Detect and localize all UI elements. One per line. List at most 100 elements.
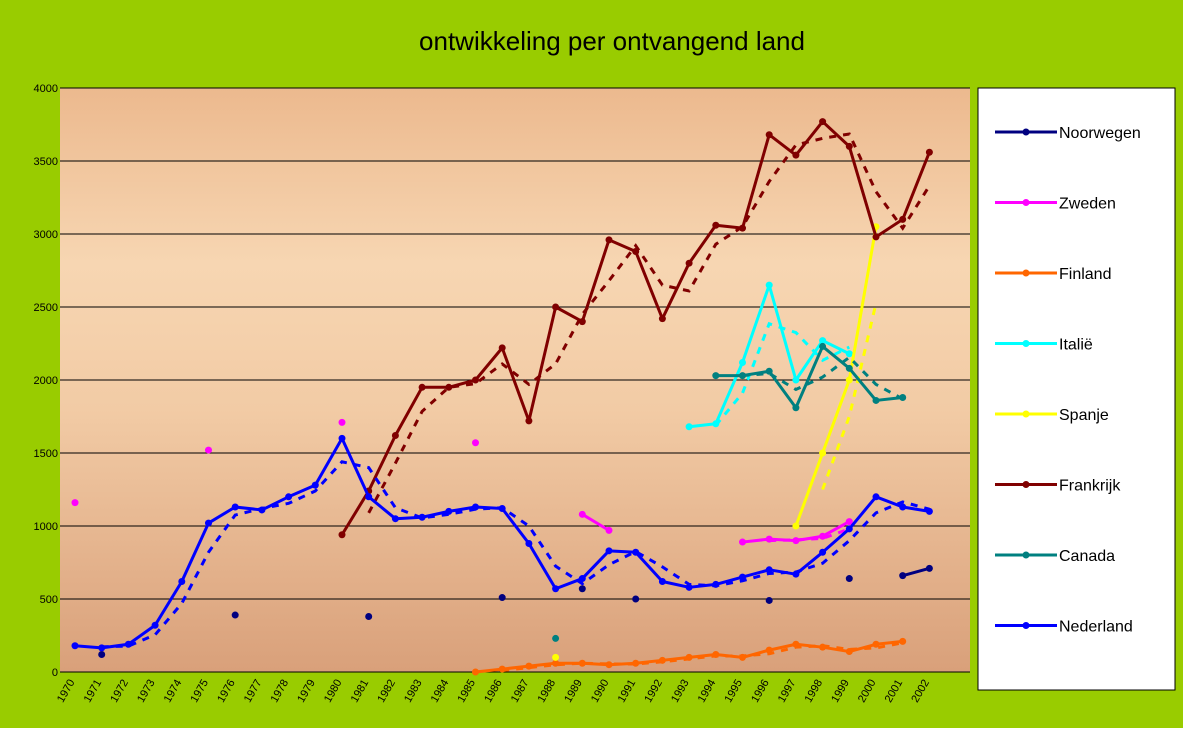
point-marker bbox=[98, 650, 106, 658]
legend-marker bbox=[1022, 481, 1030, 488]
trend-line bbox=[821, 303, 878, 491]
point-marker bbox=[552, 303, 560, 311]
point-marker bbox=[472, 503, 479, 511]
point-marker bbox=[792, 404, 800, 412]
point-marker bbox=[819, 548, 827, 556]
point-marker bbox=[205, 519, 212, 527]
point-marker bbox=[578, 510, 586, 518]
point-marker bbox=[819, 532, 827, 540]
point-marker bbox=[712, 420, 720, 428]
point-marker bbox=[685, 653, 693, 661]
point-marker bbox=[498, 344, 506, 352]
point-marker bbox=[899, 572, 907, 580]
point-marker bbox=[98, 644, 106, 652]
legend bbox=[977, 87, 1176, 691]
legend-marker bbox=[1022, 622, 1030, 629]
point-marker bbox=[792, 151, 800, 159]
point-marker bbox=[872, 396, 880, 404]
point-marker bbox=[258, 506, 266, 514]
legend-marker bbox=[1022, 340, 1030, 347]
y-tick-label: 1000 bbox=[34, 521, 58, 533]
point-marker bbox=[845, 376, 853, 384]
series-line bbox=[715, 344, 903, 410]
point-marker bbox=[552, 585, 560, 593]
point-marker bbox=[338, 418, 346, 426]
point-marker bbox=[845, 648, 853, 656]
y-tick-label: 0 bbox=[52, 667, 58, 679]
point-marker bbox=[765, 131, 773, 139]
y-tick-label: 1500 bbox=[34, 448, 58, 460]
point-marker bbox=[765, 281, 773, 289]
legend-marker bbox=[1022, 199, 1030, 206]
point-marker bbox=[845, 575, 853, 583]
point-marker bbox=[632, 595, 640, 603]
point-marker bbox=[338, 434, 346, 442]
point-marker bbox=[899, 394, 907, 402]
point-marker bbox=[552, 634, 560, 642]
point-marker bbox=[899, 215, 907, 223]
point-marker bbox=[231, 503, 239, 511]
point-marker bbox=[739, 573, 746, 581]
point-marker bbox=[739, 653, 746, 661]
point-marker bbox=[445, 383, 453, 391]
point-marker bbox=[845, 364, 853, 372]
y-tick-label: 500 bbox=[40, 594, 58, 606]
point-marker bbox=[231, 611, 239, 619]
point-marker bbox=[418, 383, 426, 391]
legend-label: Canada bbox=[1059, 548, 1115, 565]
point-marker bbox=[899, 637, 907, 645]
point-marker bbox=[338, 531, 346, 539]
trend-line bbox=[367, 132, 931, 514]
point-marker bbox=[632, 659, 640, 667]
point-marker bbox=[872, 233, 880, 241]
point-marker bbox=[285, 493, 293, 501]
legend-marker bbox=[1022, 410, 1030, 418]
point-marker bbox=[578, 318, 586, 326]
point-marker bbox=[925, 564, 933, 572]
legend-label: Frankrijk bbox=[1059, 478, 1121, 495]
point-marker bbox=[712, 372, 720, 380]
y-tick-label: 4000 bbox=[34, 83, 58, 95]
point-marker bbox=[552, 659, 560, 667]
y-tick-label: 2000 bbox=[34, 375, 58, 387]
legend-label: Zweden bbox=[1059, 196, 1116, 213]
point-marker bbox=[632, 548, 640, 556]
legend-label: Italië bbox=[1059, 337, 1093, 354]
y-tick-label: 3000 bbox=[34, 229, 58, 241]
point-marker bbox=[578, 659, 586, 667]
point-marker bbox=[205, 446, 212, 454]
point-marker bbox=[71, 499, 79, 507]
trend-line bbox=[742, 355, 904, 401]
point-marker bbox=[845, 518, 853, 526]
point-marker bbox=[792, 522, 800, 530]
legend-label: Noorwegen bbox=[1059, 125, 1141, 142]
point-marker bbox=[525, 417, 533, 425]
point-marker bbox=[872, 493, 880, 501]
point-marker bbox=[124, 640, 132, 648]
point-marker bbox=[819, 449, 827, 457]
point-marker bbox=[845, 142, 853, 150]
point-marker bbox=[899, 503, 907, 511]
point-marker bbox=[472, 668, 479, 676]
point-marker bbox=[632, 248, 640, 256]
point-marker bbox=[472, 376, 479, 384]
point-marker bbox=[605, 236, 613, 244]
legend-marker bbox=[1022, 128, 1030, 136]
point-marker bbox=[872, 640, 880, 648]
point-marker bbox=[712, 580, 720, 588]
point-marker bbox=[712, 650, 720, 658]
point-marker bbox=[472, 439, 479, 447]
point-marker bbox=[685, 583, 693, 591]
point-marker bbox=[311, 481, 319, 489]
legend-label: Nederland bbox=[1059, 619, 1133, 636]
legend-marker bbox=[1022, 551, 1030, 559]
point-marker bbox=[739, 358, 746, 366]
point-marker bbox=[765, 646, 773, 654]
y-tick-label: 3500 bbox=[34, 156, 58, 168]
point-marker bbox=[739, 224, 746, 232]
point-marker bbox=[578, 585, 586, 593]
legend-label: Finland bbox=[1059, 266, 1111, 283]
point-marker bbox=[765, 367, 773, 375]
point-marker bbox=[819, 643, 827, 651]
